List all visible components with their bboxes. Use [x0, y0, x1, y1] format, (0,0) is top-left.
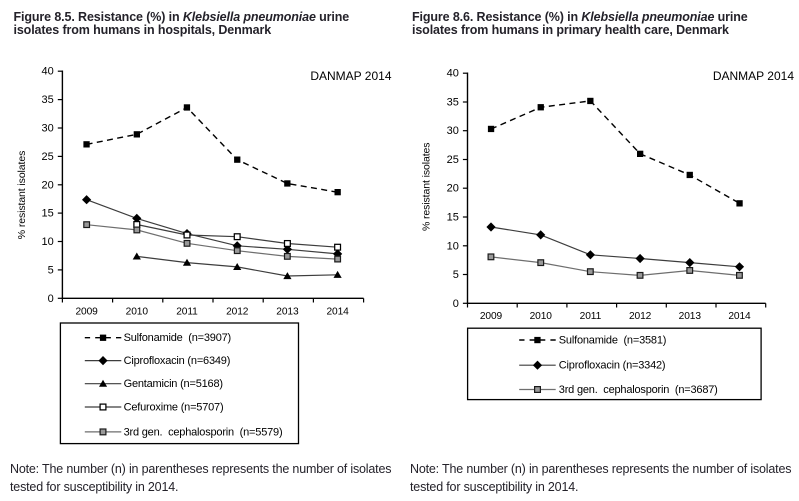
svg-text:35: 35: [447, 97, 459, 109]
svg-text:Sulfonamide (n=3907): Sulfonamide (n=3907): [124, 332, 231, 344]
svg-text:10: 10: [42, 236, 54, 248]
svg-text:2011: 2011: [580, 311, 602, 322]
svg-text:15: 15: [447, 212, 459, 224]
svg-text:2010: 2010: [126, 307, 149, 318]
svg-text:20: 20: [447, 183, 459, 195]
svg-text:% resistant isolates: % resistant isolates: [421, 143, 433, 231]
svg-text:3rd gen. cephalosporin (n=36: 3rd gen. cephalosporin (n=3687): [559, 384, 718, 396]
svg-text:2009: 2009: [480, 311, 503, 322]
svg-text:2012: 2012: [629, 311, 652, 322]
svg-text:Gentamicin (n=5168): Gentamicin (n=5168): [124, 378, 223, 390]
svg-text:Ciprofloxacin (n=6349): Ciprofloxacin (n=6349): [124, 355, 231, 367]
svg-text:40: 40: [42, 66, 54, 78]
svg-text:40: 40: [447, 68, 459, 80]
svg-text:2010: 2010: [530, 311, 553, 322]
svg-text:Cefuroxime (n=5707): Cefuroxime (n=5707): [124, 402, 224, 414]
svg-text:2012: 2012: [226, 307, 249, 318]
svg-text:3rd gen. cephalosporin (n=55: 3rd gen. cephalosporin (n=5579): [124, 426, 283, 438]
svg-text:Sulfonamide (n=3581): Sulfonamide (n=3581): [559, 335, 666, 347]
svg-text:30: 30: [447, 125, 459, 137]
svg-text:0: 0: [48, 293, 54, 305]
svg-text:DANMAP 2014: DANMAP 2014: [310, 69, 391, 83]
svg-text:2013: 2013: [276, 307, 299, 318]
svg-text:2014: 2014: [728, 311, 751, 322]
svg-text:15: 15: [42, 208, 54, 220]
svg-text:35: 35: [42, 94, 54, 106]
svg-text:Ciprofloxacin (n=3342): Ciprofloxacin (n=3342): [559, 360, 666, 372]
svg-text:30: 30: [42, 123, 54, 135]
svg-text:5: 5: [48, 264, 54, 276]
svg-text:0: 0: [453, 298, 459, 310]
svg-text:5: 5: [453, 269, 459, 281]
svg-text:% resistant isolates: % resistant isolates: [16, 151, 28, 239]
svg-text:25: 25: [447, 154, 459, 166]
svg-text:25: 25: [42, 151, 54, 163]
svg-text:2011: 2011: [176, 307, 198, 318]
svg-text:2013: 2013: [679, 311, 702, 322]
svg-text:20: 20: [42, 179, 54, 191]
svg-text:2009: 2009: [75, 307, 98, 318]
svg-text:DANMAP 2014: DANMAP 2014: [713, 69, 794, 83]
svg-text:2014: 2014: [326, 307, 349, 318]
svg-text:10: 10: [447, 240, 459, 252]
